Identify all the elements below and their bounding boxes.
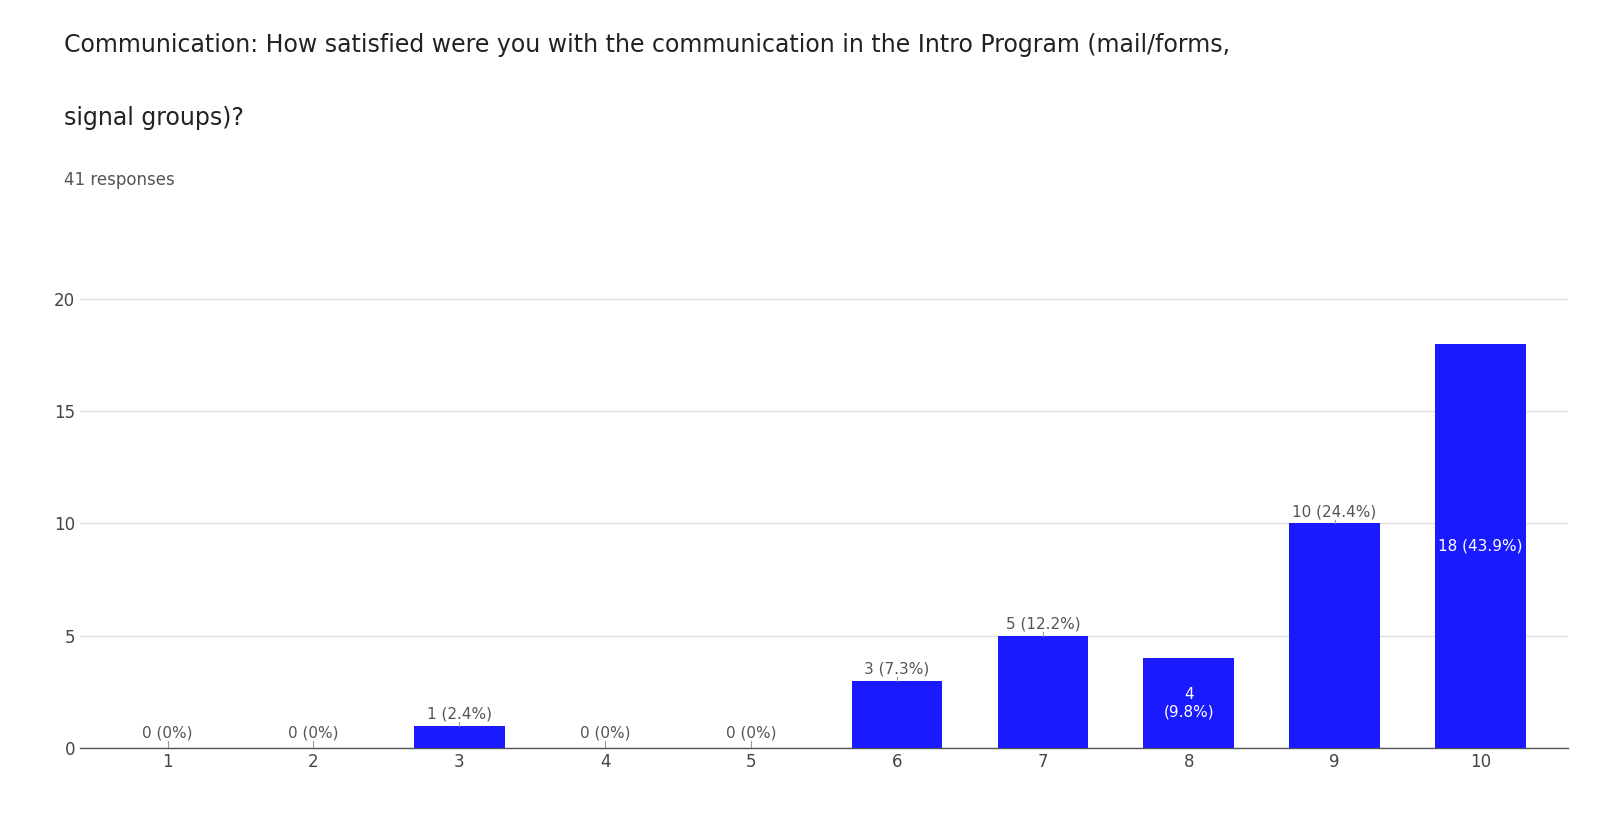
Text: 10 (24.4%): 10 (24.4%) xyxy=(1293,504,1376,520)
Bar xyxy=(851,680,942,748)
Text: Communication: How satisfied were you with the communication in the Intro Progra: Communication: How satisfied were you wi… xyxy=(64,33,1230,57)
Bar xyxy=(998,636,1088,748)
Bar xyxy=(414,725,504,748)
Bar xyxy=(1144,659,1234,748)
Text: 0 (0%): 0 (0%) xyxy=(288,726,339,741)
Text: 0 (0%): 0 (0%) xyxy=(579,726,630,741)
Text: 0 (0%): 0 (0%) xyxy=(142,726,192,741)
Text: 3 (7.3%): 3 (7.3%) xyxy=(864,662,930,676)
Text: 5 (12.2%): 5 (12.2%) xyxy=(1005,616,1080,632)
Text: 4
(9.8%): 4 (9.8%) xyxy=(1163,687,1214,720)
Text: 18 (43.9%): 18 (43.9%) xyxy=(1438,538,1523,554)
Text: 1 (2.4%): 1 (2.4%) xyxy=(427,706,491,721)
Bar xyxy=(1290,524,1379,748)
Text: signal groups)?: signal groups)? xyxy=(64,106,243,130)
Bar xyxy=(1435,344,1526,748)
Text: 41 responses: 41 responses xyxy=(64,171,174,189)
Text: 0 (0%): 0 (0%) xyxy=(726,726,776,741)
